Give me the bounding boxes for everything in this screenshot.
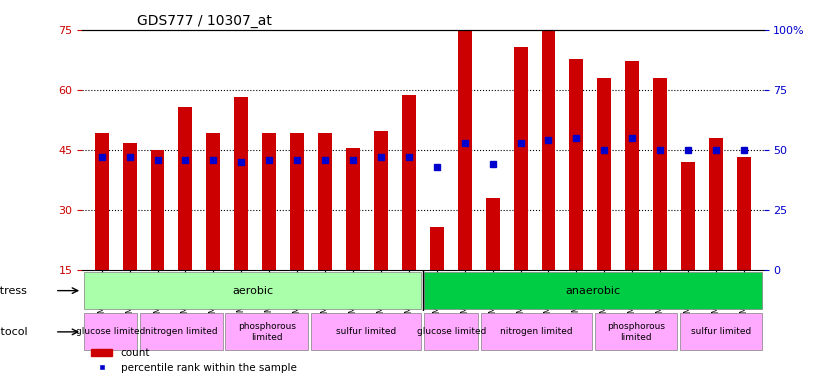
Bar [401,95,415,270]
Bar [290,133,304,270]
FancyBboxPatch shape [84,272,421,309]
Text: anaerobic: anaerobic [566,286,621,296]
Bar [681,162,695,270]
FancyBboxPatch shape [594,313,677,350]
FancyBboxPatch shape [481,313,592,350]
Bar [206,133,220,270]
Text: GDS777 / 10307_at: GDS777 / 10307_at [136,13,272,28]
Bar [234,97,248,270]
Text: glucose limited: glucose limited [416,327,486,336]
FancyBboxPatch shape [84,313,137,350]
Text: sulfur limited: sulfur limited [336,327,397,336]
Bar [178,107,192,270]
Text: phosphorous
limited: phosphorous limited [607,322,665,342]
Bar [709,138,723,270]
Bar [122,143,136,270]
Bar [94,133,108,270]
Bar [626,61,640,270]
FancyBboxPatch shape [226,313,308,350]
Bar [458,30,472,270]
Legend: count, percentile rank within the sample: count, percentile rank within the sample [87,344,300,375]
FancyBboxPatch shape [424,313,478,350]
Bar [598,78,612,270]
Text: stress: stress [0,286,28,296]
Bar [514,47,528,270]
Bar [486,198,500,270]
Text: nitrogen limited: nitrogen limited [500,327,573,336]
Text: aerobic: aerobic [232,286,273,296]
Bar [374,131,388,270]
Bar [654,78,667,270]
FancyBboxPatch shape [680,313,762,350]
Bar [737,157,751,270]
Text: phosphorous
limited: phosphorous limited [237,322,296,342]
Bar [542,30,556,270]
Bar [570,59,584,270]
Bar [430,227,444,270]
FancyBboxPatch shape [140,313,222,350]
FancyBboxPatch shape [310,313,421,350]
Text: sulfur limited: sulfur limited [690,327,751,336]
Bar [262,133,276,270]
Bar [318,133,332,270]
Bar [346,148,360,270]
Text: growth protocol: growth protocol [0,327,28,337]
FancyBboxPatch shape [424,272,762,309]
Text: glucose limited: glucose limited [76,327,145,336]
Text: nitrogen limited: nitrogen limited [145,327,218,336]
Bar [150,150,164,270]
